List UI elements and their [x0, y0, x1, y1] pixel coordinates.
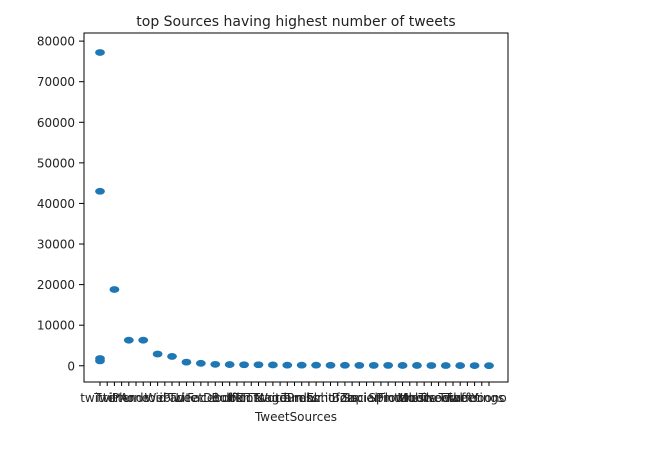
x-tick-label: Twuffer — [438, 391, 482, 405]
x-tick-label: Twitter — [93, 391, 134, 405]
x-tick-label: Tweetbot — [418, 391, 474, 405]
data-point — [340, 361, 350, 369]
x-tick-label: Ubersocial — [400, 391, 463, 405]
x-axis-label: TweetSources — [254, 410, 337, 424]
data-point — [253, 361, 264, 369]
x-tick-label: Bots — [332, 391, 359, 405]
x-tick-label: Instagram — [242, 391, 303, 405]
x-tick-label: TweetDeck — [167, 391, 233, 405]
x-tick-label: Facebook — [187, 391, 243, 405]
y-tick-label: 20000 — [37, 278, 75, 292]
y-tick-label: 0 — [67, 359, 75, 373]
data-point — [455, 362, 466, 369]
x-tick-label: iPad — [160, 391, 185, 405]
x-tick-label: Lite — [175, 391, 197, 405]
x-tick-label: Yoono — [470, 391, 506, 405]
data-point — [109, 286, 120, 293]
y-tick-label: 40000 — [37, 197, 75, 211]
data-point — [152, 350, 163, 358]
plot-frame — [83, 32, 509, 383]
data-point — [383, 361, 394, 369]
x-tick-label: dlvr.it — [299, 391, 333, 405]
y-tick-label: 10000 — [37, 319, 75, 333]
data-point — [123, 336, 134, 344]
data-point — [267, 361, 278, 369]
x-tick-label: Mobile — [397, 391, 436, 405]
data-point — [95, 49, 105, 56]
x-tick-label: Zapier — [340, 391, 379, 405]
x-tick-label: SocialFlow — [342, 391, 405, 405]
x-axis: twitterTwitteriPhoneAndroidWebiPadLiteTw… — [80, 382, 507, 405]
data-point — [239, 361, 249, 369]
x-tick-label: Hootsuite — [230, 391, 288, 405]
x-tick-label: Buffer — [211, 391, 247, 405]
data-point — [282, 361, 293, 369]
x-tick-label: Tumblr — [280, 391, 322, 405]
y-tick-label: 60000 — [37, 116, 75, 130]
data-point — [95, 187, 105, 195]
data-point — [181, 358, 192, 366]
data-point — [138, 336, 149, 344]
data-point — [95, 357, 105, 365]
x-tick-label: Tweetings — [444, 391, 504, 405]
y-tick-label: 80000 — [37, 35, 75, 49]
data-points — [95, 49, 494, 370]
chart-title: top Sources having highest number of twe… — [136, 14, 455, 30]
y-axis: 0 10000 20000 30000 40000 50000 60000 70000 8000… — [37, 35, 84, 373]
x-tick-label: Sprout — [368, 391, 408, 405]
x-tick-label: Pinterest — [376, 391, 429, 405]
data-point — [311, 361, 322, 369]
y-tick-label: 70000 — [37, 75, 75, 89]
data-point — [167, 353, 177, 360]
x-tick-label: IFTTT — [228, 391, 260, 405]
data-point — [484, 362, 494, 370]
y-tick-label: 30000 — [37, 238, 75, 252]
data-point — [426, 362, 437, 369]
data-point — [296, 361, 307, 369]
data-point — [210, 360, 221, 368]
x-tick-label: Web — [145, 391, 171, 405]
data-point — [195, 359, 206, 367]
data-point — [412, 362, 422, 369]
x-tick-label: twitter — [80, 391, 120, 405]
x-tick-label: Echofon — [306, 391, 354, 405]
data-point — [368, 361, 379, 369]
x-tick-label: iPhone — [109, 391, 150, 405]
data-point — [440, 362, 451, 369]
data-point — [469, 362, 480, 370]
data-point — [354, 361, 365, 369]
data-point — [325, 361, 336, 369]
y-tick-label: 50000 — [37, 156, 75, 170]
x-tick-label: WordPress — [256, 391, 318, 405]
x-tick-label: Android — [120, 391, 166, 405]
data-point — [224, 361, 235, 368]
data-point — [397, 362, 408, 369]
